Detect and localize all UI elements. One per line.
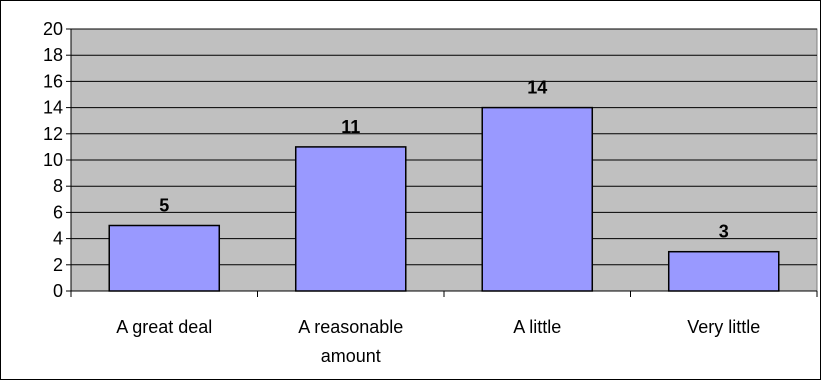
x-category-label: A little bbox=[513, 317, 561, 337]
bar bbox=[481, 106, 594, 292]
x-category-label-line: A little bbox=[513, 317, 561, 337]
y-tick-labels: 0 2 4 6 8 10 12 14 16 18 20 bbox=[43, 19, 63, 301]
x-category-labels: A great deal A reasonable amount A little Ve… bbox=[116, 317, 760, 366]
x-category-label: A great deal bbox=[116, 317, 212, 337]
x-category-label-line: amount bbox=[321, 346, 381, 366]
y-tick-label: 4 bbox=[53, 229, 63, 249]
data-label: 14 bbox=[527, 78, 547, 98]
y-tick-label: 20 bbox=[43, 19, 63, 39]
data-label: 5 bbox=[159, 196, 169, 216]
x-category-label-line: A reasonable bbox=[298, 317, 403, 337]
y-tick-label: 18 bbox=[43, 45, 63, 65]
bar bbox=[667, 250, 780, 292]
y-tick-label: 14 bbox=[43, 98, 63, 118]
axes bbox=[66, 28, 818, 297]
x-category-label-line: A great deal bbox=[116, 317, 212, 337]
data-labels: 5 11 14 3 bbox=[159, 78, 729, 242]
bar bbox=[294, 146, 407, 292]
data-label: 3 bbox=[719, 222, 729, 242]
y-tick-label: 12 bbox=[43, 124, 63, 144]
y-tick-label: 2 bbox=[53, 255, 63, 275]
x-category-label: Very little bbox=[687, 317, 760, 337]
y-tick-label: 10 bbox=[43, 150, 63, 170]
x-category-label: A reasonable amount bbox=[298, 317, 403, 366]
x-category-label-line: Very little bbox=[687, 317, 760, 337]
y-tick-label: 16 bbox=[43, 71, 63, 91]
data-label: 11 bbox=[341, 117, 360, 137]
bar bbox=[108, 224, 221, 292]
y-tick-label: 0 bbox=[53, 281, 63, 301]
y-tick-label: 8 bbox=[53, 176, 63, 196]
y-tick-label: 6 bbox=[53, 202, 63, 222]
